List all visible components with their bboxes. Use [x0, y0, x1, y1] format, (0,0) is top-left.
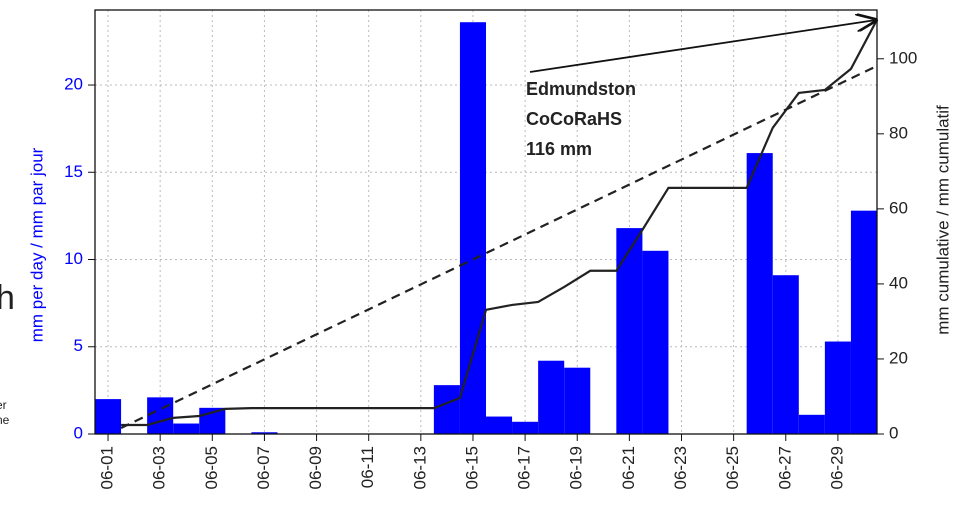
- x-tick-label: 06-17: [515, 446, 534, 489]
- bar: [564, 367, 591, 434]
- bar: [512, 421, 539, 434]
- bar: [642, 250, 669, 434]
- x-tick-label: 06-13: [410, 446, 429, 489]
- plot: 06-01 06-03 06-05 06-07 06-09 06-11 06-13 06-15…: [64, 10, 917, 489]
- bar: [824, 341, 851, 434]
- x-tick-label: 06-11: [358, 446, 377, 488]
- cropped-text: ne: [0, 413, 10, 427]
- y-tick-label: 5: [74, 336, 83, 355]
- x-tick-label: 06-05: [202, 446, 221, 489]
- y2-tick-label: 100: [889, 48, 917, 67]
- bar: [433, 385, 460, 434]
- y2-tick-label: 20: [889, 348, 908, 367]
- annotation: 116 mm: [526, 139, 592, 159]
- y-axis-label: mm per day / mm par jour: [27, 147, 46, 342]
- x-tick-label: 06-27: [775, 446, 794, 489]
- x-tick-label: 06-23: [671, 446, 690, 489]
- y2-tick-label: 40: [889, 273, 908, 292]
- cropped-text: er: [0, 398, 7, 412]
- bar: [459, 22, 486, 435]
- y-tick-label: 10: [64, 249, 83, 268]
- y-tick-label: 20: [64, 75, 83, 94]
- x-tick-label: 06-25: [723, 446, 742, 489]
- bar: [798, 414, 825, 434]
- bar: [538, 360, 565, 434]
- bar: [147, 397, 174, 434]
- y2-tick-label: 0: [889, 423, 898, 442]
- cumulative-line: [121, 19, 878, 427]
- x-tick-label: 06-15: [462, 446, 481, 489]
- bar: [486, 416, 513, 434]
- bar: [850, 210, 877, 434]
- x-tick-label: 06-07: [254, 446, 273, 489]
- cropped-text: h: [0, 279, 15, 317]
- y-tick-label: 15: [64, 162, 83, 181]
- x-tick-label: 06-01: [98, 446, 117, 489]
- bar: [772, 275, 799, 434]
- y2-tick-label: 60: [889, 198, 908, 217]
- x-tick-label: 06-21: [619, 446, 638, 489]
- bar: [251, 432, 278, 434]
- plot-frame: [94, 9, 878, 435]
- bar: [95, 399, 122, 434]
- y-tick-label: 0: [74, 423, 83, 442]
- x-tick-label: 06-09: [306, 446, 325, 489]
- x-tick-label: 06-03: [150, 446, 169, 489]
- x-tick-label: 06-29: [827, 446, 846, 489]
- annotation: Edmundston: [526, 79, 636, 99]
- x-tick-label: 06-19: [567, 446, 586, 489]
- normal-line: [120, 64, 878, 429]
- bar: [616, 228, 643, 434]
- annotation-arrow: [529, 20, 876, 73]
- annotation: CoCoRaHS: [526, 109, 622, 129]
- bar: [173, 423, 200, 434]
- y2-tick-label: 80: [889, 123, 908, 142]
- y2-axis-label: mm cumulative / mm cumulatif: [933, 105, 952, 335]
- bar: [746, 153, 773, 434]
